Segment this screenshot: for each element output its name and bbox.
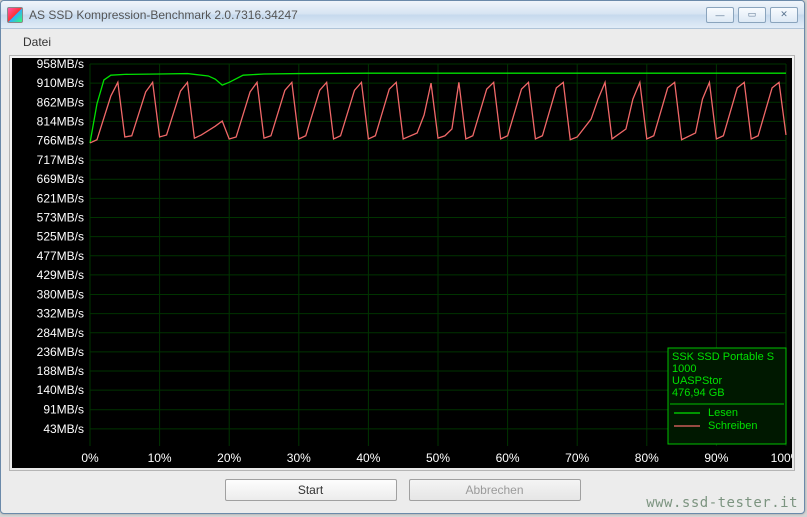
start-button[interactable]: Start bbox=[225, 479, 397, 501]
watermark: www.ssd-tester.it bbox=[646, 495, 798, 511]
app-window: AS SSD Kompression-Benchmark 2.0.7316.34… bbox=[0, 0, 805, 514]
svg-text:0%: 0% bbox=[81, 451, 99, 465]
abort-button: Abbrechen bbox=[409, 479, 581, 501]
svg-text:814MB/s: 814MB/s bbox=[37, 114, 84, 128]
svg-text:80%: 80% bbox=[635, 451, 659, 465]
app-icon bbox=[7, 7, 23, 23]
svg-text:Lesen: Lesen bbox=[708, 407, 738, 419]
svg-text:525MB/s: 525MB/s bbox=[37, 230, 84, 244]
maximize-button[interactable]: ▭ bbox=[738, 7, 766, 23]
compression-chart: 958MB/s 910MB/s 862MB/s 814MB/s 766MB/s 717MB… bbox=[12, 58, 792, 468]
svg-text:140MB/s: 140MB/s bbox=[37, 383, 84, 397]
svg-text:429MB/s: 429MB/s bbox=[37, 268, 84, 282]
svg-text:862MB/s: 862MB/s bbox=[37, 95, 84, 109]
svg-text:477MB/s: 477MB/s bbox=[37, 249, 84, 263]
svg-text:91MB/s: 91MB/s bbox=[43, 403, 84, 417]
svg-text:90%: 90% bbox=[704, 451, 728, 465]
svg-text:43MB/s: 43MB/s bbox=[43, 422, 84, 436]
minimize-button[interactable]: — bbox=[706, 7, 734, 23]
svg-text:40%: 40% bbox=[356, 451, 380, 465]
svg-text:10%: 10% bbox=[148, 451, 172, 465]
svg-text:236MB/s: 236MB/s bbox=[37, 345, 84, 359]
svg-text:188MB/s: 188MB/s bbox=[37, 364, 84, 378]
svg-text:717MB/s: 717MB/s bbox=[37, 153, 84, 167]
menu-datei[interactable]: Datei bbox=[15, 33, 59, 51]
svg-text:Schreiben: Schreiben bbox=[708, 420, 758, 432]
svg-text:70%: 70% bbox=[565, 451, 589, 465]
window-controls: — ▭ ✕ bbox=[706, 7, 798, 23]
close-button[interactable]: ✕ bbox=[770, 7, 798, 23]
svg-text:20%: 20% bbox=[217, 451, 241, 465]
svg-text:573MB/s: 573MB/s bbox=[37, 211, 84, 225]
svg-text:621MB/s: 621MB/s bbox=[37, 191, 84, 205]
svg-text:910MB/s: 910MB/s bbox=[37, 76, 84, 90]
svg-text:100%: 100% bbox=[771, 451, 792, 465]
minimize-icon: — bbox=[716, 10, 725, 20]
titlebar[interactable]: AS SSD Kompression-Benchmark 2.0.7316.34… bbox=[1, 1, 804, 29]
svg-text:380MB/s: 380MB/s bbox=[37, 287, 84, 301]
chart-panel: 958MB/s 910MB/s 862MB/s 814MB/s 766MB/s 717MB… bbox=[9, 55, 795, 471]
svg-text:1000: 1000 bbox=[672, 363, 696, 375]
svg-text:30%: 30% bbox=[287, 451, 311, 465]
svg-text:SSK SSD Portable S: SSK SSD Portable S bbox=[672, 351, 774, 363]
svg-text:332MB/s: 332MB/s bbox=[37, 307, 84, 321]
maximize-icon: ▭ bbox=[748, 9, 757, 20]
svg-text:476,94 GB: 476,94 GB bbox=[672, 387, 725, 399]
menubar: Datei bbox=[9, 31, 796, 53]
svg-text:958MB/s: 958MB/s bbox=[37, 58, 84, 71]
close-icon: ✕ bbox=[780, 9, 788, 20]
svg-text:669MB/s: 669MB/s bbox=[37, 172, 84, 186]
svg-text:50%: 50% bbox=[426, 451, 450, 465]
client-area: Datei 958MB/s 910MB/s 862MB/s 814MB/s 766MB/… bbox=[1, 29, 804, 509]
svg-text:60%: 60% bbox=[496, 451, 520, 465]
window-title: AS SSD Kompression-Benchmark 2.0.7316.34… bbox=[29, 8, 706, 22]
svg-text:284MB/s: 284MB/s bbox=[37, 326, 84, 340]
svg-text:766MB/s: 766MB/s bbox=[37, 134, 84, 148]
svg-text:UASPStor: UASPStor bbox=[672, 375, 722, 387]
